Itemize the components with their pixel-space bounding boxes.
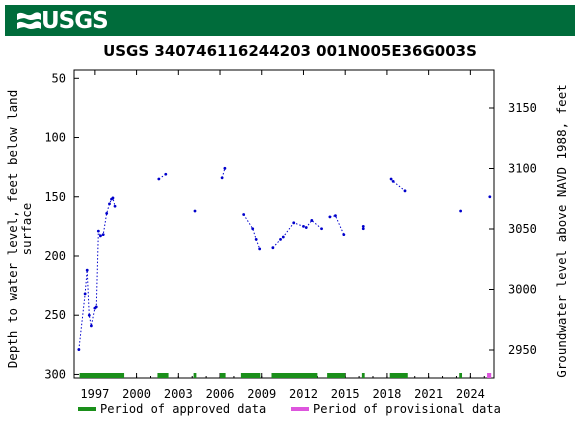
chart-title: USGS 340746116244203 001N005E36G003S xyxy=(103,42,477,60)
data-point xyxy=(320,227,323,231)
x-tick-label-2024: 2024 xyxy=(456,387,485,401)
y-axis-right-label: Groundwater level above NAVD 1988, feet xyxy=(554,84,569,378)
data-point xyxy=(105,211,109,215)
y-left-tick-label-50: 50 xyxy=(52,71,66,85)
data-point xyxy=(193,209,197,213)
y-left-tick-label-300: 300 xyxy=(44,367,66,381)
legend-label-approved: Period of approved data xyxy=(100,402,266,416)
data-point xyxy=(304,226,308,229)
data-point xyxy=(302,224,305,228)
approved-period-bar xyxy=(459,373,463,378)
approved-period-bar xyxy=(79,373,125,378)
data-point xyxy=(111,196,115,200)
series-line-segment xyxy=(78,197,116,350)
y-right-tick-label-3000: 3000 xyxy=(508,283,537,297)
x-tick-label-1997: 1997 xyxy=(80,387,109,401)
data-point xyxy=(391,179,395,183)
data-point xyxy=(83,292,87,296)
x-tick-label-2015: 2015 xyxy=(331,387,360,401)
data-point xyxy=(89,324,93,328)
series-line-segment xyxy=(329,215,345,235)
data-point xyxy=(310,219,314,222)
y-right-tick-label-3100: 3100 xyxy=(508,162,537,176)
data-point xyxy=(157,177,161,181)
usgs-logo-text: USGS xyxy=(41,8,109,34)
data-point xyxy=(328,215,332,219)
y-axis-left-label-line2: surface xyxy=(19,203,34,256)
legend-swatch-provisional xyxy=(291,407,309,411)
data-point xyxy=(281,235,285,239)
data-point xyxy=(220,176,224,180)
x-tick-label-2018: 2018 xyxy=(372,387,401,401)
data-point xyxy=(113,204,117,208)
data-point xyxy=(459,209,463,213)
data-point xyxy=(389,177,393,181)
data-point xyxy=(271,246,275,250)
data-point xyxy=(242,213,246,216)
y-right-tick-label-3050: 3050 xyxy=(508,222,537,236)
series-line-segment xyxy=(221,168,226,178)
legend-swatch-approved xyxy=(78,407,96,411)
data-point xyxy=(164,172,168,176)
approved-period-bar xyxy=(193,373,197,378)
data-point xyxy=(96,229,100,233)
data-point xyxy=(258,247,262,251)
data-point xyxy=(99,234,102,238)
y-axis-left-label: Depth to water level, feet below landsur… xyxy=(5,90,34,368)
y-left-tick-label-250: 250 xyxy=(44,308,66,322)
series-line-segment xyxy=(243,214,261,250)
y-right-tick-label-2950: 2950 xyxy=(508,343,537,357)
data-point xyxy=(94,305,98,309)
usgs-logo-icon xyxy=(17,12,41,29)
approved-period-bar xyxy=(240,373,261,378)
approved-period-bar xyxy=(327,373,346,378)
data-point xyxy=(87,313,91,317)
data-point xyxy=(251,227,255,231)
y-left-tick-label-200: 200 xyxy=(44,249,66,263)
data-point xyxy=(342,233,346,237)
data-point xyxy=(361,224,365,228)
y-right-tick-label-3150: 3150 xyxy=(508,101,537,115)
series-line-segment xyxy=(272,219,322,249)
legend-label-provisional: Period of provisional data xyxy=(313,402,501,416)
x-tick-label-2009: 2009 xyxy=(247,387,276,401)
data-point xyxy=(279,238,282,241)
y-axis-left-label-line1: Depth to water level, feet below land xyxy=(5,90,20,368)
provisional-period-bar xyxy=(487,373,492,378)
approved-period-bar xyxy=(389,373,408,378)
data-point xyxy=(254,238,258,241)
series-line-segment xyxy=(158,173,167,180)
data-point xyxy=(101,233,105,237)
data-point xyxy=(108,202,111,206)
data-point xyxy=(85,268,89,272)
approved-period-bar xyxy=(220,373,226,378)
y-left-tick-label-150: 150 xyxy=(44,190,66,204)
x-tick-label-2003: 2003 xyxy=(164,387,193,401)
x-tick-label-2006: 2006 xyxy=(206,387,235,401)
data-point xyxy=(361,227,365,231)
approved-period-bar xyxy=(361,373,365,378)
x-tick-label-2000: 2000 xyxy=(122,387,151,401)
data-point xyxy=(403,189,407,193)
x-tick-label-2021: 2021 xyxy=(414,387,443,401)
data-point xyxy=(223,166,227,170)
plot-area-frame xyxy=(73,69,495,379)
approved-period-bar xyxy=(157,373,169,378)
x-tick-label-2012: 2012 xyxy=(289,387,318,401)
data-point xyxy=(292,221,296,225)
data-point xyxy=(488,195,492,199)
data-point xyxy=(77,348,81,351)
usgs-banner: USGS xyxy=(5,5,575,36)
y-left-tick-label-100: 100 xyxy=(44,131,66,145)
data-point xyxy=(334,214,337,218)
approved-period-bar xyxy=(271,373,318,378)
